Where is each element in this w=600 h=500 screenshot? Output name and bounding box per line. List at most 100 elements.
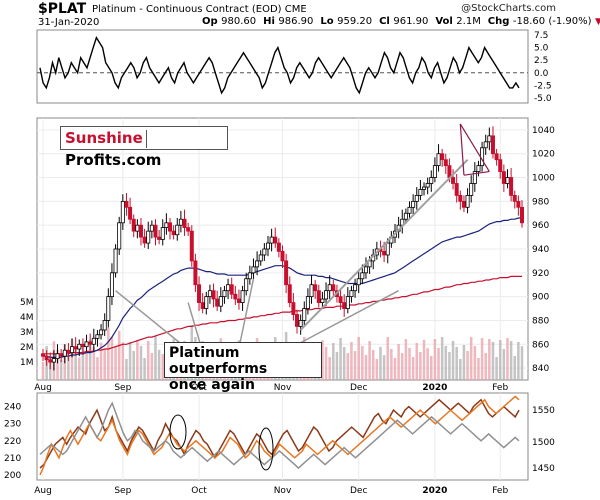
close-value: 961.90	[393, 16, 429, 27]
candle-body	[200, 302, 205, 309]
price-tick-label: 860	[532, 340, 549, 350]
candle-body	[218, 296, 223, 307]
down-arrow-icon: ▼	[594, 17, 600, 27]
candle-body	[487, 135, 492, 143]
volume-bar	[107, 328, 110, 380]
volume-bar	[346, 353, 350, 380]
candle-body	[349, 290, 354, 298]
volume-bar	[451, 341, 455, 380]
chart-description: Platinum - Continuous Contract (EOD) CME	[92, 4, 307, 15]
candle-body	[258, 254, 263, 262]
triangle-lower	[463, 170, 490, 176]
candle-body	[342, 302, 347, 309]
candle-body	[490, 135, 495, 155]
callout-line-3	[239, 278, 255, 344]
candle-body	[138, 224, 143, 238]
ratio-x-tick-label: Aug	[34, 486, 52, 496]
volume-tick-label: 2M	[20, 343, 34, 353]
candle-body	[360, 272, 365, 280]
volume-bar	[495, 357, 498, 380]
candle-body	[443, 159, 448, 167]
candle-body	[476, 165, 481, 172]
volume-bar	[422, 339, 426, 380]
ratio-right-tick-label: 1550	[532, 406, 555, 416]
ratio-left-tick-label: 200	[4, 471, 21, 481]
ma-slow-line	[43, 275, 522, 355]
candle-body	[70, 346, 75, 354]
volume-bar	[59, 359, 63, 380]
candle-body	[109, 272, 114, 298]
candle-body	[146, 230, 151, 244]
candle-body	[175, 224, 180, 236]
callout-line-2	[187, 302, 201, 344]
volume-bar	[400, 353, 404, 380]
volume-tick-label: 5M	[20, 298, 34, 308]
ratio-series-3	[39, 401, 520, 470]
candle-body	[189, 230, 194, 262]
candle-body	[451, 177, 456, 184]
volume-bar	[157, 349, 161, 380]
candle-body	[211, 290, 216, 300]
candle-body	[284, 260, 289, 286]
volume-bar	[408, 348, 411, 380]
volume-bar	[125, 359, 128, 380]
annotation-box: Platinum outperforms once again	[164, 342, 322, 393]
candle-body	[251, 266, 256, 274]
volume-bar	[342, 347, 346, 380]
candle-body	[233, 293, 238, 300]
candle-body	[313, 284, 318, 292]
volume-value: 2.1M	[456, 16, 481, 27]
candle-body	[226, 284, 231, 292]
volume-bar	[85, 352, 88, 380]
volume-bar	[397, 344, 400, 380]
candle-body	[182, 218, 187, 228]
candle-body	[247, 272, 252, 280]
candle-body	[178, 218, 183, 226]
candle-body	[509, 177, 514, 196]
volume-bar	[161, 354, 165, 380]
candle-body	[287, 284, 292, 303]
candle-body	[168, 222, 173, 232]
candle-body	[244, 278, 249, 292]
candle-body	[324, 290, 329, 300]
volume-bar	[99, 342, 103, 380]
osc-tick-label: 0.0	[534, 69, 549, 79]
volume-bar	[448, 352, 451, 380]
volume-bar	[328, 357, 331, 380]
volume-bar	[371, 350, 375, 380]
candle-body	[102, 320, 107, 331]
candle-body	[327, 284, 332, 292]
ratio-x-tick-label: Sep	[114, 486, 131, 496]
volume-bar	[462, 345, 466, 380]
candle-body	[95, 334, 100, 339]
osc-tick-label: -2.5	[534, 81, 552, 91]
osc-tick-label: -5.0	[534, 94, 552, 104]
open-label: Op	[202, 16, 218, 27]
volume-bar	[484, 353, 487, 380]
candle-body	[432, 165, 437, 178]
callout-line-1	[115, 290, 181, 344]
volume-bar	[379, 346, 382, 380]
candle-body	[88, 341, 93, 345]
volume-bar	[357, 337, 360, 380]
volume-bar	[324, 346, 328, 380]
ratio-left-tick-label: 230	[4, 420, 21, 430]
volume-bar	[491, 342, 495, 380]
volume-bar	[41, 362, 45, 380]
ratio-series-2	[39, 395, 520, 476]
volume-label: Vol	[435, 16, 453, 27]
candle-body	[331, 284, 336, 292]
source-credit: @StockCharts.com	[461, 3, 556, 14]
volume-bar	[368, 341, 371, 380]
volume-bar	[88, 339, 92, 380]
candle-body	[403, 212, 408, 220]
volume-bar	[433, 339, 437, 380]
triangle-upper	[459, 123, 490, 172]
sunshine-profits-logo: Sunshine Profits.com	[60, 126, 228, 169]
candle-body	[512, 195, 517, 202]
annotation-line-2: once again	[169, 377, 255, 393]
candle-body	[305, 296, 310, 309]
candle-body	[382, 250, 387, 256]
candle-body	[153, 224, 158, 238]
